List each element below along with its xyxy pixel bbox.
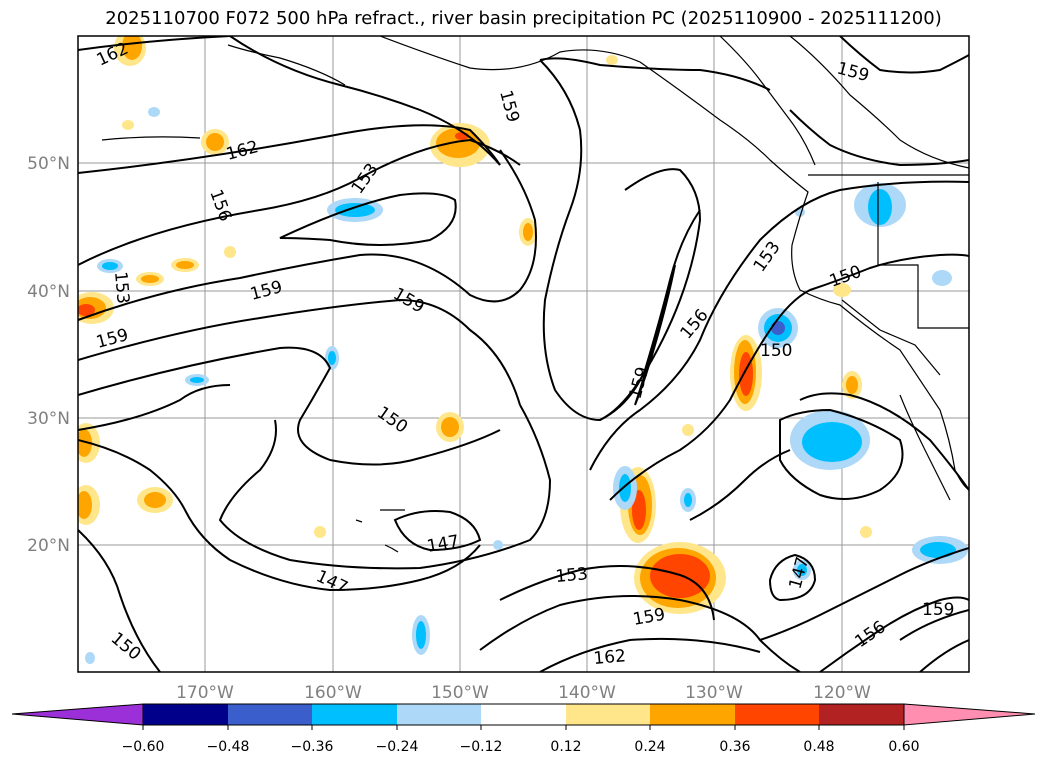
colorbar-max-extension <box>903 703 1036 726</box>
colorbar-tick: 0.12 <box>550 739 581 755</box>
lat-label: 20°N <box>27 536 70 556</box>
lon-label: 160°W <box>304 683 362 703</box>
coastlines <box>101 36 969 553</box>
colorbar-segment <box>397 704 481 725</box>
contour-label: 153 <box>110 271 133 305</box>
lon-label: 150°W <box>431 683 489 703</box>
colorbar-tick: −0.24 <box>376 739 419 755</box>
colorbar-tick: 0.36 <box>719 739 750 755</box>
colorbar-tick: 0.48 <box>803 739 834 755</box>
colorbar-tick: 0.60 <box>888 739 919 755</box>
contour-label: 150 <box>760 341 792 361</box>
contour-label: 153 <box>555 564 589 587</box>
lat-label: 30°N <box>27 409 70 429</box>
contour-labels: 162 159 162 159 153 156 159 153 159 159 … <box>94 39 955 669</box>
colorbar-segment <box>566 704 650 725</box>
latitude-labels: 50°N 40°N 30°N 20°N <box>27 154 70 556</box>
longitude-labels: 170°W 160°W 150°W 140°W 130°W 120°W <box>176 683 871 703</box>
colorbar-tick: 0.24 <box>634 739 665 755</box>
contour-label: 162 <box>593 646 627 669</box>
colorbar-segment <box>312 704 397 725</box>
colorbar-segment <box>228 704 312 725</box>
lon-label: 140°W <box>558 683 616 703</box>
colorbar-segment <box>650 704 735 725</box>
colorbar-segment <box>735 704 819 725</box>
colorbar-tick: −0.60 <box>122 739 165 755</box>
contour-label: 159 <box>922 600 954 620</box>
lon-label: 120°W <box>813 683 871 703</box>
colorbar-segment <box>481 704 566 725</box>
colorbar-tick: −0.48 <box>207 739 250 755</box>
lon-label: 170°W <box>176 683 234 703</box>
lon-label: 130°W <box>685 683 743 703</box>
contours <box>78 36 969 672</box>
lat-label: 40°N <box>27 282 70 302</box>
colorbar-segment <box>143 704 228 725</box>
colorbar-segment <box>819 704 904 725</box>
colorbar-min-extension <box>11 703 144 726</box>
colorbar-tick: −0.12 <box>460 739 503 755</box>
lat-label: 50°N <box>27 154 70 174</box>
colorbar: −0.60 −0.48 −0.36 −0.24 −0.12 0.12 0.24 … <box>11 703 1036 755</box>
colorbar-tick: −0.36 <box>291 739 334 755</box>
chart-title: 2025110700 F072 500 hPa refract., river … <box>105 8 942 29</box>
